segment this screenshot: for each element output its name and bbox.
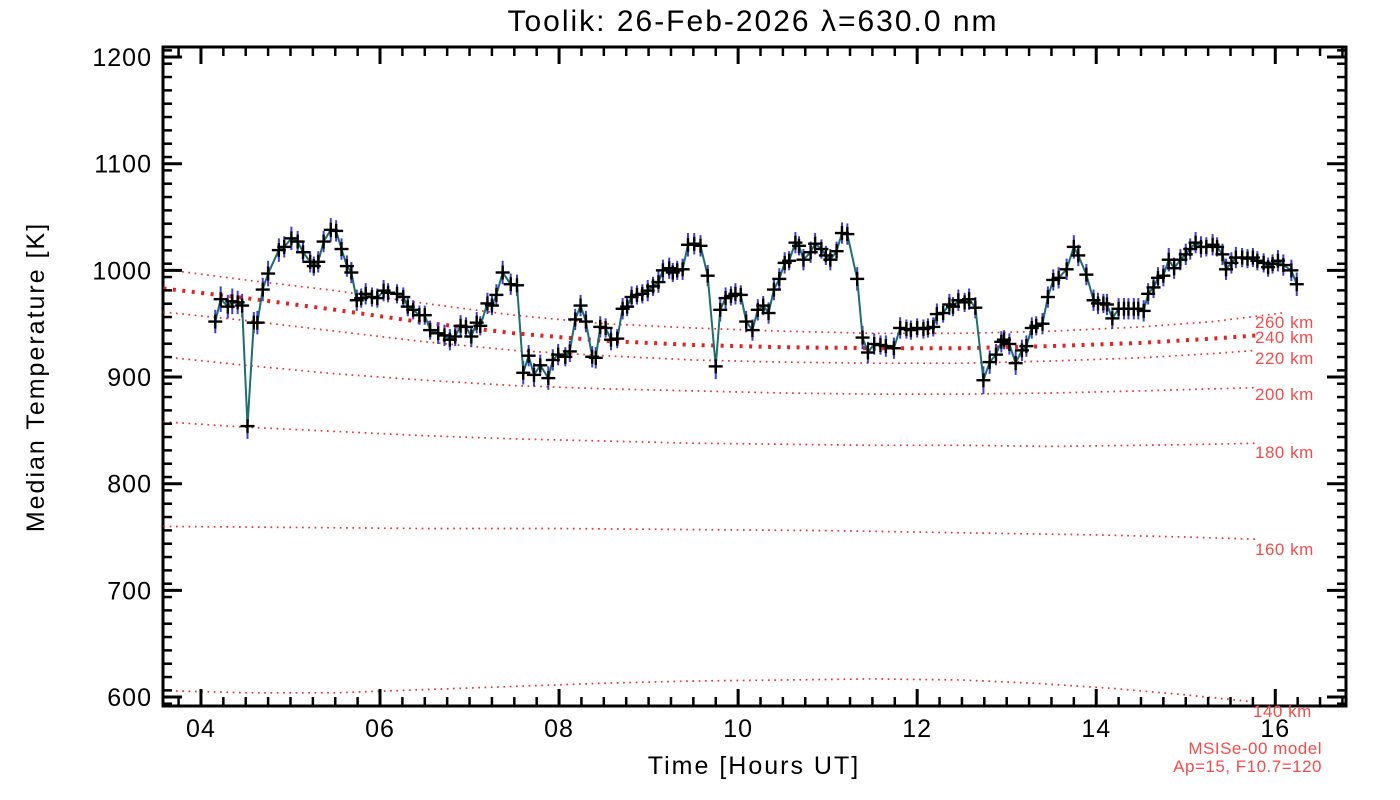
model-curve-label-240km: 240 km <box>1255 328 1314 347</box>
model-curves <box>163 268 1283 703</box>
data-series <box>208 218 1304 439</box>
model-curve-label-160km: 160 km <box>1255 540 1314 559</box>
data-line <box>214 228 1298 428</box>
model-annotation-params: Ap=15, F10.7=120 <box>1173 757 1322 776</box>
model-curve-200km <box>163 355 1256 395</box>
model-curve-label-200km: 200 km <box>1255 385 1314 404</box>
y-tick-label: 1200 <box>92 44 152 72</box>
plot-frame <box>161 45 1348 708</box>
chart-title: Toolik: 26-Feb-2026 λ=630.0 nm <box>507 5 998 38</box>
y-tick-label: 600 <box>107 684 152 712</box>
y-tick-label: 1000 <box>92 257 152 285</box>
x-tick-label: 16 <box>1260 715 1290 743</box>
x-axis-label: Time [Hours UT] <box>648 752 860 780</box>
model-curve-140km <box>163 678 1249 703</box>
y-tick-label: 800 <box>107 471 152 499</box>
model-curve-label-140km: 140 km <box>1253 702 1312 721</box>
x-tick-label: 04 <box>186 715 216 743</box>
x-axis-ticks: 04 06 08 10 12 14 16 <box>177 47 1344 743</box>
x-tick-label: 10 <box>723 715 753 743</box>
model-curve-260km <box>163 268 1283 335</box>
model-annotation-name: MSISe-00 model <box>1188 739 1322 758</box>
model-curve-label-180km: 180 km <box>1255 443 1314 462</box>
x-tick-label: 06 <box>365 715 395 743</box>
y-tick-label: 1100 <box>94 151 152 179</box>
x-tick-label: 14 <box>1081 715 1111 743</box>
x-tick-label: 12 <box>902 715 932 743</box>
x-tick-label: 08 <box>544 715 574 743</box>
y-tick-label: 900 <box>107 364 152 392</box>
model-curve-220km <box>163 311 1256 365</box>
model-curve-label-220km: 220 km <box>1255 349 1314 368</box>
model-curve-180km <box>163 420 1256 448</box>
model-curve-label-260km: 260 km <box>1255 313 1314 332</box>
y-axis-label: Median Temperature [K] <box>22 222 50 532</box>
y-tick-label: 700 <box>107 577 152 605</box>
y-axis-ticks: 600 700 800 900 1000 1100 1200 <box>92 44 1346 712</box>
model-curve-160km <box>163 525 1256 541</box>
